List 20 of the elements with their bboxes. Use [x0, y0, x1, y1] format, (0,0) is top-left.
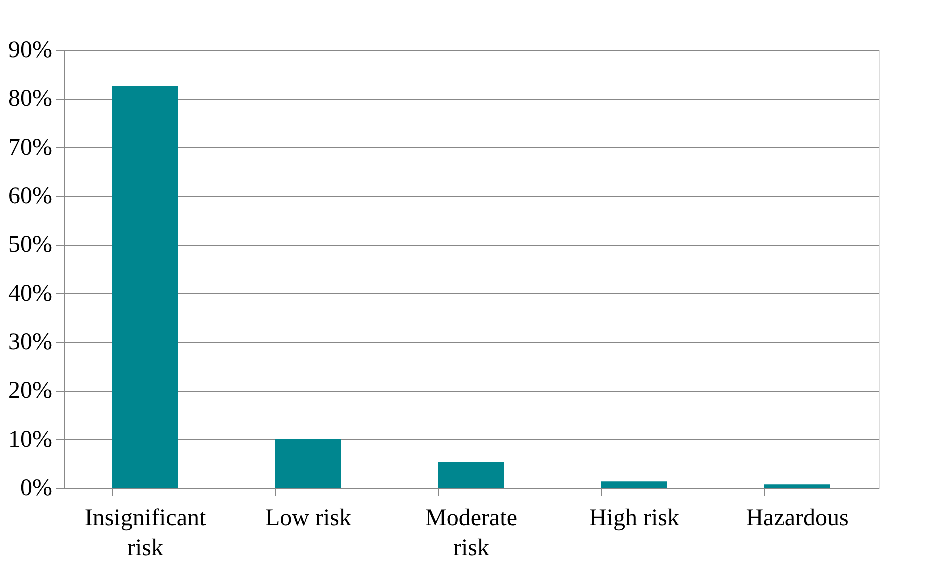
y-tick-label: 10%	[8, 426, 52, 453]
x-tick-label: Insignificant risk	[84, 506, 206, 562]
bar	[438, 462, 504, 488]
bar	[112, 86, 178, 488]
y-tick-label: 80%	[8, 86, 52, 112]
x-tick-label: High risk	[590, 506, 680, 532]
y-tick-label: 90%	[8, 38, 52, 64]
y-tick-label: 40%	[8, 280, 52, 307]
y-tick-label: 60%	[8, 184, 52, 210]
x-tick-label: Hazardous	[746, 506, 849, 532]
bar	[602, 482, 668, 488]
x-tick-label: Low risk	[266, 506, 352, 532]
y-tick-label: 20%	[8, 378, 52, 404]
y-tick-label: 50%	[8, 232, 52, 258]
bar	[764, 484, 830, 488]
y-tick-label: 30%	[8, 330, 52, 356]
y-tick-label: 0%	[20, 476, 52, 502]
x-tick-label: Moderate risk	[426, 506, 518, 562]
bar	[276, 439, 342, 488]
y-tick-label: 70%	[8, 134, 52, 161]
